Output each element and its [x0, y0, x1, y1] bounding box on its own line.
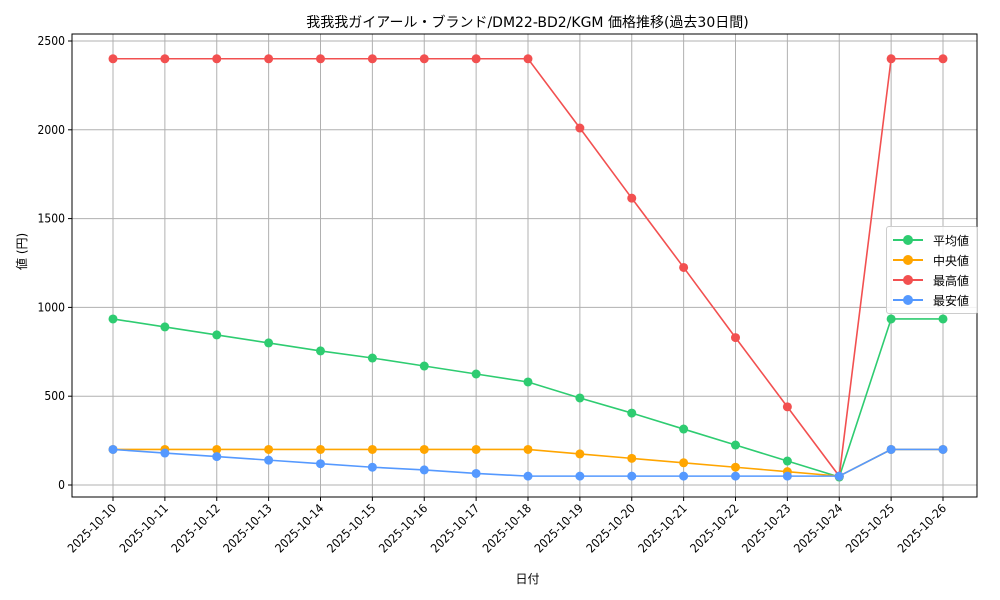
- legend-label: 平均値: [933, 233, 970, 248]
- legend-label: 中央値: [933, 253, 970, 268]
- chart-title: 我我我ガイアール・ブランド/DM22-BD2/KGM 価格推移(過去30日間): [306, 15, 749, 31]
- svg-text:2025-10-14: 2025-10-14: [272, 501, 326, 555]
- svg-text:2025-10-17: 2025-10-17: [428, 501, 482, 555]
- legend-label: 最高値: [933, 273, 970, 288]
- legend-marker-icon: [893, 235, 923, 245]
- legend-label: 最安値: [933, 293, 970, 308]
- svg-text:1500: 1500: [38, 212, 66, 226]
- x-axis-label: 日付: [515, 572, 540, 586]
- svg-text:500: 500: [44, 389, 65, 403]
- svg-text:2025-10-11: 2025-10-11: [117, 501, 171, 555]
- y-axis-label: 値 (円): [15, 232, 29, 270]
- svg-text:2025-10-12: 2025-10-12: [169, 501, 223, 555]
- svg-text:2025-10-23: 2025-10-23: [739, 501, 793, 555]
- legend-marker-icon: [893, 255, 923, 265]
- svg-text:2025-10-22: 2025-10-22: [687, 501, 741, 555]
- svg-text:2025-10-25: 2025-10-25: [843, 501, 897, 555]
- svg-text:2025-10-26: 2025-10-26: [895, 501, 949, 555]
- svg-text:2025-10-21: 2025-10-21: [635, 501, 689, 555]
- svg-text:2025-10-15: 2025-10-15: [324, 501, 378, 555]
- legend-marker-icon: [893, 295, 923, 305]
- legend-item-min: 最安値: [887, 290, 977, 310]
- svg-text:2025-10-16: 2025-10-16: [376, 501, 430, 555]
- svg-text:2500: 2500: [38, 34, 66, 48]
- svg-text:2025-10-10: 2025-10-10: [65, 501, 119, 555]
- svg-text:1000: 1000: [38, 300, 66, 314]
- svg-text:2025-10-13: 2025-10-13: [220, 501, 274, 555]
- svg-text:2000: 2000: [38, 123, 66, 137]
- svg-text:2025-10-18: 2025-10-18: [480, 501, 534, 555]
- svg-text:0: 0: [58, 478, 65, 492]
- legend-item-median: 中央値: [887, 250, 977, 270]
- legend-marker-icon: [893, 275, 923, 285]
- legend-item-average: 平均値: [887, 230, 977, 250]
- svg-text:2025-10-20: 2025-10-20: [584, 501, 638, 555]
- svg-text:2025-10-24: 2025-10-24: [791, 501, 845, 555]
- chart-legend: 平均値 中央値 最高値 最安値: [886, 226, 978, 314]
- svg-text:2025-10-19: 2025-10-19: [532, 501, 586, 555]
- legend-item-max: 最高値: [887, 270, 977, 290]
